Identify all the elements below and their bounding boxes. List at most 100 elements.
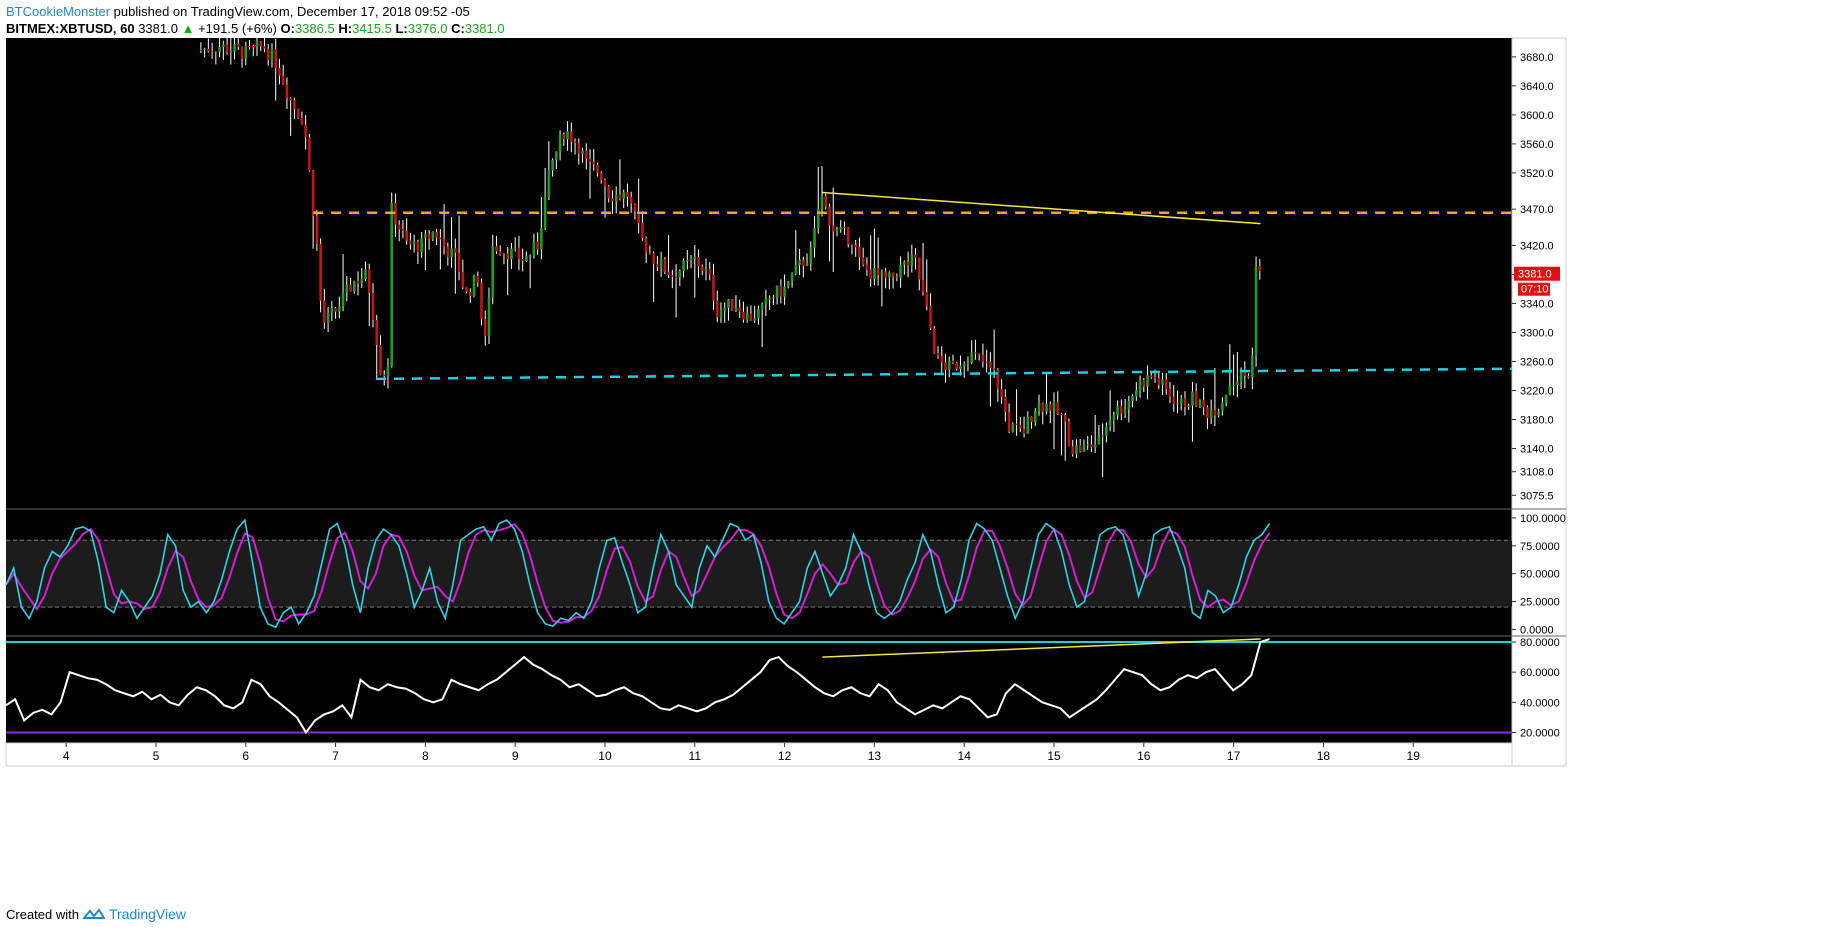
- footer: Created with TradingView: [6, 906, 186, 922]
- candle-body: [349, 284, 352, 292]
- candle-body: [326, 312, 330, 323]
- stoch-tick-label: 75.0000: [1520, 541, 1560, 553]
- candle-body: [671, 275, 674, 277]
- candle-body: [1086, 444, 1089, 446]
- candle-body: [891, 272, 895, 277]
- candle-body: [757, 309, 760, 319]
- candle-body: [1101, 435, 1104, 437]
- candle-body: [476, 275, 480, 283]
- candle-body: [491, 246, 495, 298]
- high-value: 3415.5: [352, 21, 392, 36]
- last-price: 3381.0: [138, 21, 178, 36]
- countdown-badge-bg: [1518, 282, 1550, 296]
- price-change: +191.5 (+6%): [198, 21, 277, 36]
- candle-body: [682, 260, 685, 271]
- candle-body: [487, 297, 491, 336]
- candle-body: [573, 141, 577, 143]
- candle-body: [1164, 379, 1168, 389]
- candle-body: [532, 241, 536, 256]
- candle-body: [764, 298, 768, 305]
- price-trendline: [822, 191, 1261, 225]
- candle-body: [940, 356, 944, 363]
- candle-body: [521, 258, 524, 261]
- candle-body: [1254, 265, 1258, 356]
- candle-body: [1030, 416, 1033, 423]
- candle-body: [293, 100, 296, 109]
- candle-body: [266, 48, 270, 60]
- stoch-tick-label: 100.0000: [1520, 513, 1566, 525]
- candle-body: [330, 308, 334, 313]
- time-tick-label: 17: [1227, 749, 1241, 763]
- price-tick-label: 3680.0: [1520, 52, 1554, 64]
- candle-body: [1045, 403, 1048, 412]
- price-tick-label: 3560.0: [1520, 139, 1554, 151]
- candle-body: [528, 255, 532, 257]
- candle-body: [581, 150, 584, 154]
- candle-body: [667, 271, 670, 276]
- candle-body: [1206, 407, 1209, 419]
- candle-body: [959, 365, 962, 369]
- candle-body: [465, 287, 468, 292]
- candle-body: [835, 229, 839, 232]
- candle-body: [708, 268, 712, 275]
- candle-body: [802, 259, 805, 266]
- candle-body: [888, 272, 891, 278]
- candle-body: [858, 247, 861, 258]
- candle-body: [813, 227, 816, 248]
- candle-body: [270, 49, 274, 60]
- candle-body: [424, 234, 427, 238]
- tradingview-brand-link[interactable]: TradingView: [108, 906, 187, 922]
- candle-body: [1007, 411, 1011, 432]
- candle-body: [768, 298, 771, 300]
- candle-body: [977, 353, 981, 356]
- candle-body: [1135, 390, 1138, 397]
- candle-body: [1000, 388, 1003, 397]
- candle-body: [775, 285, 779, 298]
- candle-body: [686, 259, 689, 261]
- candle-body: [850, 244, 854, 246]
- candle-body: [869, 269, 872, 280]
- candle-body: [914, 254, 917, 258]
- candle-body: [738, 307, 741, 312]
- candle-body: [611, 198, 614, 202]
- candle-body: [285, 84, 289, 98]
- candle-body: [371, 292, 375, 321]
- candle-body: [420, 237, 423, 253]
- candle-body: [1071, 446, 1075, 455]
- candle-body: [854, 244, 857, 248]
- candle-body: [798, 259, 801, 265]
- author-link[interactable]: BTCookieMonster: [6, 4, 111, 19]
- candle-body: [1243, 372, 1247, 376]
- candle-body: [356, 281, 360, 284]
- candle-body: [745, 313, 749, 320]
- price-tick-label: 3180.0: [1520, 415, 1554, 427]
- candle-body: [435, 231, 438, 238]
- candle-body: [495, 246, 498, 252]
- candle-body: [719, 310, 723, 318]
- tradingview-logo-icon: [82, 908, 105, 919]
- candle-body: [1153, 377, 1157, 379]
- candle-body: [955, 362, 959, 369]
- candle-body: [693, 257, 697, 259]
- price-tick-label: 3640.0: [1520, 81, 1554, 93]
- candle-body: [861, 257, 865, 265]
- candle-body: [917, 257, 921, 280]
- candle-body: [525, 256, 528, 261]
- candle-body: [873, 267, 876, 280]
- candle-body: [203, 48, 206, 50]
- candle-body: [1161, 379, 1164, 385]
- candle-body: [1011, 423, 1015, 432]
- countdown-badge-text: 07:10: [1521, 284, 1549, 296]
- candle-body: [300, 117, 304, 125]
- time-tick-label: 18: [1317, 749, 1331, 763]
- candle-body: [338, 306, 341, 312]
- candle-body: [629, 196, 633, 204]
- candle-body: [1232, 384, 1235, 386]
- candle-body: [899, 264, 902, 278]
- candle-body: [401, 229, 405, 231]
- stoch-d-line: [5, 522, 1271, 624]
- candle-body: [236, 44, 240, 48]
- candle-body: [884, 271, 887, 278]
- candle-body: [375, 320, 379, 345]
